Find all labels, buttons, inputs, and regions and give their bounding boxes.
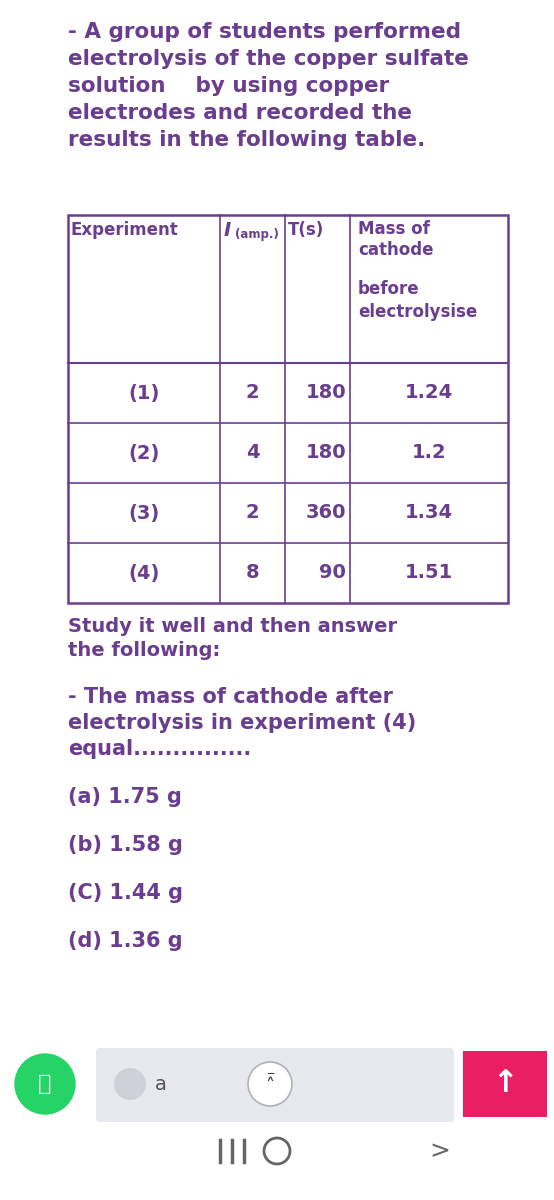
Text: electrolysis in experiment (4): electrolysis in experiment (4) (68, 713, 416, 733)
Text: 2: 2 (245, 384, 259, 402)
Text: 1.24: 1.24 (405, 384, 453, 402)
Text: results in the following table.: results in the following table. (68, 130, 425, 150)
Text: - The mass of cathode after: - The mass of cathode after (68, 686, 393, 707)
Text: - A group of students performed: - A group of students performed (68, 22, 461, 42)
Text: Experiment: Experiment (71, 221, 179, 239)
Text: Study it well and then answer: Study it well and then answer (68, 617, 397, 636)
Text: (b) 1.58 g: (b) 1.58 g (68, 835, 183, 854)
Text: T(s): T(s) (288, 221, 324, 239)
Text: 360: 360 (305, 504, 346, 522)
Text: electrolysise: electrolysise (358, 302, 477, 320)
Text: (3): (3) (129, 504, 160, 522)
Text: I: I (224, 221, 231, 240)
Text: a: a (155, 1074, 167, 1093)
Text: 1.34: 1.34 (405, 504, 453, 522)
Text: 📞: 📞 (38, 1074, 52, 1094)
Text: 1.51: 1.51 (405, 564, 453, 582)
Circle shape (15, 1054, 75, 1114)
Text: 1.2: 1.2 (412, 444, 447, 462)
Text: 90: 90 (319, 564, 346, 582)
Text: (amp.): (amp.) (235, 228, 279, 241)
Text: ‾: ‾ (267, 1074, 273, 1086)
Bar (68, 215, 508, 602)
FancyBboxPatch shape (96, 1048, 454, 1122)
Text: Mass of: Mass of (358, 220, 430, 238)
Text: before: before (358, 280, 419, 298)
Text: (a) 1.75 g: (a) 1.75 g (68, 787, 182, 806)
Circle shape (248, 1062, 292, 1106)
Text: (d) 1.36 g: (d) 1.36 g (68, 931, 183, 950)
Bar (68, 215, 508, 602)
Text: cathode: cathode (358, 241, 433, 259)
Text: >: > (429, 1139, 450, 1163)
Text: equal...............: equal............... (68, 739, 252, 758)
Text: (4): (4) (129, 564, 160, 582)
Text: (C) 1.44 g: (C) 1.44 g (68, 883, 183, 902)
Text: ↑: ↑ (493, 1069, 518, 1098)
Text: (1): (1) (129, 384, 160, 402)
Circle shape (114, 1068, 146, 1100)
Text: electrodes and recorded the: electrodes and recorded the (68, 103, 412, 122)
Text: ˄: ˄ (265, 1078, 274, 1094)
Text: (2): (2) (129, 444, 160, 462)
Text: 4: 4 (245, 444, 259, 462)
Text: 8: 8 (245, 564, 259, 582)
Bar (463, 1051, 547, 1117)
Text: the following:: the following: (68, 641, 220, 660)
Text: 180: 180 (305, 384, 346, 402)
Text: 2: 2 (245, 504, 259, 522)
Text: solution    by using copper: solution by using copper (68, 76, 389, 96)
Text: electrolysis of the copper sulfate: electrolysis of the copper sulfate (68, 49, 469, 68)
Text: 180: 180 (305, 444, 346, 462)
